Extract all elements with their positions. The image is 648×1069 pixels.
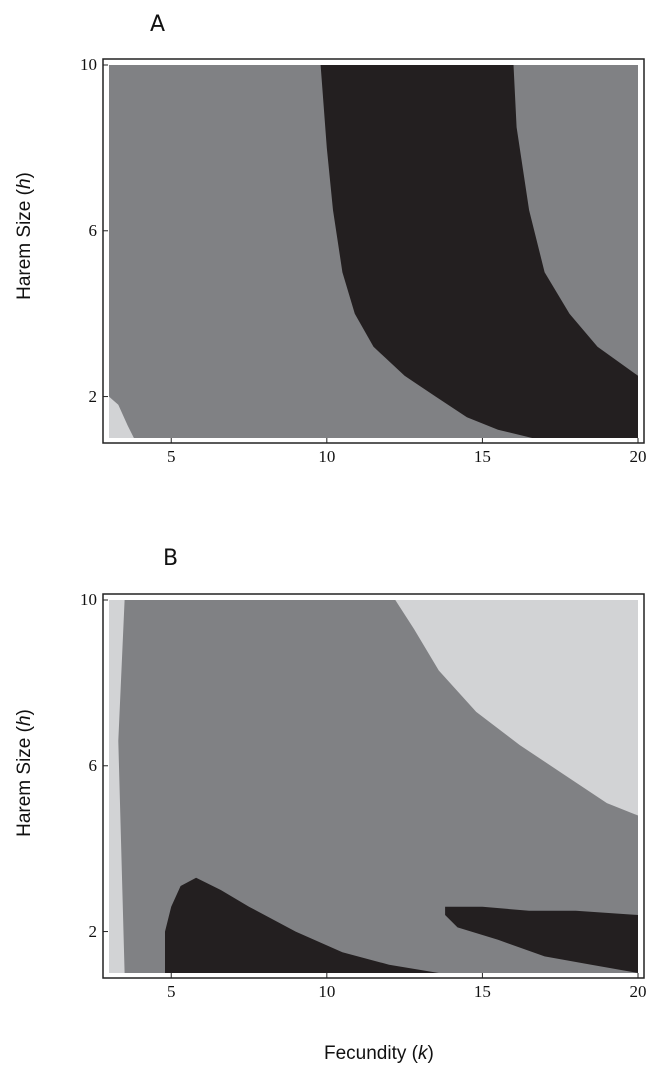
region-b-main — [118, 600, 638, 973]
x-tick-label: 20 — [629, 447, 647, 466]
x-tick-label: 15 — [473, 982, 491, 1001]
x-tick-label: 10 — [318, 447, 336, 466]
heatmap-panel-a — [102, 58, 645, 444]
plot-frame-b — [102, 593, 645, 979]
y-tick-label: 10 — [80, 590, 97, 609]
x-tick-label: 5 — [166, 982, 176, 1001]
plot-frame-a — [102, 58, 645, 444]
region-b-left-band — [165, 877, 439, 973]
x-axis-label: Fecundity (k) — [324, 1043, 434, 1064]
region-a-corner — [109, 396, 134, 438]
region-a-band — [320, 65, 638, 438]
x-tick-label: 15 — [473, 447, 491, 466]
panel-label-b: B — [163, 546, 179, 571]
x-tick-label: 5 — [166, 447, 176, 466]
y-tick-label: 2 — [88, 921, 98, 941]
x-tick-label: 20 — [629, 982, 647, 1001]
y-tick-label: 6 — [88, 755, 98, 775]
region-b-right-band — [445, 906, 638, 973]
panel-label-a: A — [150, 12, 166, 37]
y-tick-label: 10 — [80, 55, 97, 74]
y-tick-label: 2 — [88, 386, 98, 406]
heatmap-panel-b — [102, 593, 645, 979]
x-tick-label: 10 — [318, 982, 336, 1001]
y-tick-label: 6 — [88, 220, 98, 240]
